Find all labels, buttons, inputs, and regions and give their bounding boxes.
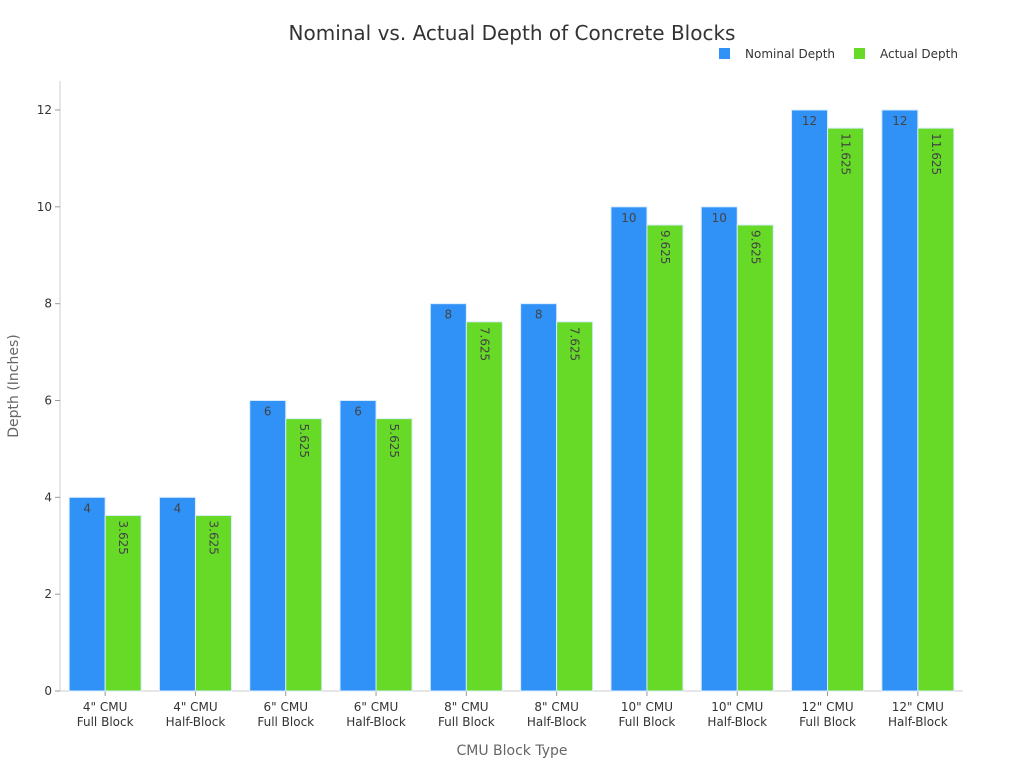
x-tick-label: 6" CMU bbox=[264, 700, 308, 714]
chart-title: Nominal vs. Actual Depth of Concrete Blo… bbox=[289, 21, 736, 45]
bar-nominal-depth bbox=[68, 496, 106, 692]
bar-actual-depth bbox=[736, 224, 774, 692]
x-tick-label: Full Block bbox=[438, 715, 495, 729]
bar-actual-depth bbox=[917, 127, 955, 692]
bar-nominal-depth bbox=[881, 109, 919, 692]
x-tick-label: 6" CMU bbox=[354, 700, 398, 714]
data-label: 12 bbox=[802, 114, 817, 128]
data-label: 6 bbox=[354, 405, 362, 419]
x-tick-label: Full Block bbox=[77, 715, 134, 729]
bar-nominal-depth bbox=[791, 109, 829, 692]
bar-actual-depth bbox=[285, 418, 323, 692]
legend-label: Nominal Depth bbox=[745, 47, 835, 61]
x-tick-label: Full Block bbox=[257, 715, 314, 729]
data-label: 9.625 bbox=[658, 230, 672, 264]
bar-actual-depth bbox=[827, 127, 865, 692]
y-axis-label: Depth (Inches) bbox=[6, 334, 22, 438]
data-label: 8 bbox=[445, 308, 453, 322]
legend-swatch bbox=[854, 48, 865, 59]
y-tick-label: 6 bbox=[44, 394, 52, 408]
data-label: 12 bbox=[892, 114, 907, 128]
x-tick-label: 10" CMU bbox=[711, 700, 763, 714]
legend-label: Actual Depth bbox=[880, 47, 958, 61]
bar-actual-depth bbox=[104, 514, 142, 692]
bar-nominal-depth bbox=[429, 303, 467, 692]
bar-actual-depth bbox=[556, 321, 594, 692]
x-tick-label: Full Block bbox=[619, 715, 676, 729]
x-tick-label: 4" CMU bbox=[83, 700, 127, 714]
data-label: 10 bbox=[712, 211, 727, 225]
x-tick-label: Half-Block bbox=[707, 715, 767, 729]
x-tick-label: 12" CMU bbox=[892, 700, 944, 714]
x-tick-label: Full Block bbox=[799, 715, 856, 729]
x-tick-label: Half-Block bbox=[166, 715, 226, 729]
x-tick-label: Half-Block bbox=[346, 715, 406, 729]
data-label: 4 bbox=[83, 501, 91, 515]
bar-actual-depth bbox=[646, 224, 684, 692]
data-label: 5.625 bbox=[387, 424, 401, 458]
x-tick-label: Half-Block bbox=[888, 715, 948, 729]
x-axis-label: CMU Block Type bbox=[456, 743, 567, 759]
y-tick-label: 12 bbox=[37, 103, 52, 117]
y-tick-label: 0 bbox=[44, 684, 52, 698]
y-tick-label: 10 bbox=[37, 200, 52, 214]
legend-swatch bbox=[719, 48, 730, 59]
data-label: 11.625 bbox=[929, 133, 943, 175]
bar-nominal-depth bbox=[249, 400, 287, 692]
x-tick-label: 10" CMU bbox=[621, 700, 673, 714]
x-tick-label: 8" CMU bbox=[534, 700, 578, 714]
data-label: 7.625 bbox=[568, 327, 582, 361]
bar-nominal-depth bbox=[339, 400, 377, 692]
x-tick-label: 12" CMU bbox=[801, 700, 853, 714]
data-label: 11.625 bbox=[839, 133, 853, 175]
y-tick-label: 2 bbox=[44, 587, 52, 601]
x-tick-label: 4" CMU bbox=[173, 700, 217, 714]
data-label: 5.625 bbox=[297, 424, 311, 458]
data-label: 8 bbox=[535, 308, 543, 322]
bar-actual-depth bbox=[194, 514, 232, 692]
data-label: 10 bbox=[621, 211, 636, 225]
bar-nominal-depth bbox=[610, 206, 648, 692]
x-tick-label: 8" CMU bbox=[444, 700, 488, 714]
data-label: 4 bbox=[174, 501, 182, 515]
data-label: 7.625 bbox=[477, 327, 491, 361]
bar-actual-depth bbox=[375, 418, 413, 692]
data-label: 3.625 bbox=[116, 520, 130, 554]
x-tick-label: Half-Block bbox=[527, 715, 587, 729]
y-tick-label: 8 bbox=[44, 297, 52, 311]
bar-nominal-depth bbox=[158, 496, 196, 692]
bar-nominal-depth bbox=[520, 303, 558, 692]
bar-actual-depth bbox=[465, 321, 503, 692]
y-tick-label: 4 bbox=[44, 490, 52, 504]
data-label: 3.625 bbox=[206, 520, 220, 554]
data-label: 9.625 bbox=[748, 230, 762, 264]
data-label: 6 bbox=[264, 405, 272, 419]
bar-nominal-depth bbox=[700, 206, 738, 692]
